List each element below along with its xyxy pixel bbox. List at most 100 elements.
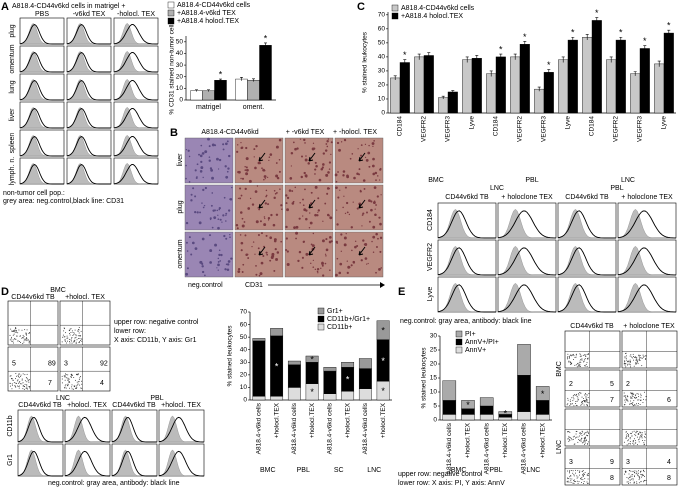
event-dot xyxy=(630,433,632,435)
event-dot xyxy=(15,372,17,374)
cell xyxy=(245,172,249,176)
event-dot xyxy=(629,364,631,366)
event-dot xyxy=(635,363,637,365)
event-dot xyxy=(581,396,583,398)
event-dot xyxy=(10,328,12,330)
event-dot xyxy=(583,400,585,402)
cell xyxy=(245,157,249,161)
event-dot xyxy=(13,342,15,344)
event-dot xyxy=(637,475,639,477)
y-tick-label: 10 xyxy=(430,389,438,396)
bar xyxy=(519,44,530,114)
antibody-line xyxy=(19,163,64,185)
event-dot xyxy=(569,470,571,472)
row-label: plug xyxy=(9,24,16,37)
error-bar xyxy=(489,70,493,77)
event-dot xyxy=(67,377,69,379)
event-dot xyxy=(583,404,585,406)
event-dot xyxy=(70,376,72,378)
cell xyxy=(285,248,288,251)
event-dot xyxy=(22,382,24,384)
x-tick-label: +holocl.TEX xyxy=(273,402,280,438)
error-bar xyxy=(523,41,527,48)
event-dot xyxy=(624,364,626,366)
cell xyxy=(196,211,199,214)
arrow xyxy=(358,199,366,209)
column-header: +holocl. TEX xyxy=(65,294,105,301)
cell xyxy=(311,244,315,248)
quadrant-value: 3 xyxy=(626,459,630,466)
cell xyxy=(188,155,191,158)
event-dot xyxy=(78,380,80,382)
event-dot xyxy=(628,473,630,475)
event-dot xyxy=(625,398,627,400)
antibody-line xyxy=(19,23,64,45)
row-label: omentum xyxy=(177,239,184,268)
cell xyxy=(222,214,225,217)
event-dot xyxy=(579,353,581,355)
cell xyxy=(226,140,229,143)
event-dot xyxy=(26,384,28,386)
event-dot xyxy=(628,482,630,484)
cell xyxy=(325,238,328,241)
footer: CD31 xyxy=(245,282,263,289)
event-dot xyxy=(19,381,21,383)
event-dot xyxy=(65,374,67,376)
panel-label: C xyxy=(357,1,365,13)
bar xyxy=(214,80,227,101)
error-bar xyxy=(571,36,575,43)
event-dot xyxy=(70,328,72,330)
event-dot xyxy=(587,443,589,445)
cell xyxy=(210,168,214,172)
event-dot xyxy=(14,385,16,387)
event-dot xyxy=(641,365,643,367)
x-tick-label: +holocl.TEX xyxy=(309,402,316,438)
event-dot xyxy=(75,385,77,387)
y-tick-label: 20 xyxy=(240,372,248,379)
cell xyxy=(354,245,357,249)
x-tick-label: A818.4-v6kd cells xyxy=(362,402,369,454)
event-dot xyxy=(567,438,569,440)
cell xyxy=(364,143,367,146)
cell xyxy=(280,204,283,207)
cell xyxy=(253,148,256,151)
quadrant-value: 7 xyxy=(48,380,52,387)
cell xyxy=(338,148,341,152)
event-dot xyxy=(23,385,25,387)
cell xyxy=(268,159,270,162)
event-dot xyxy=(68,378,70,380)
event-dot xyxy=(577,482,579,484)
cell xyxy=(263,223,267,227)
event-dot xyxy=(642,402,644,404)
event-dot xyxy=(580,477,582,479)
x-tick-label: +holocl.TEX xyxy=(344,402,351,438)
event-dot xyxy=(627,364,628,366)
event-dot xyxy=(629,475,631,477)
event-dot xyxy=(586,439,588,441)
arrow xyxy=(258,152,266,162)
cell xyxy=(314,213,317,217)
event-dot xyxy=(81,340,83,342)
legend-label: CD11b+/Gr1+ xyxy=(327,316,370,323)
event-dot xyxy=(637,393,639,395)
event-dot xyxy=(631,356,633,358)
event-dot xyxy=(569,439,571,441)
cell xyxy=(295,237,297,240)
cell xyxy=(317,209,321,212)
event-dot xyxy=(76,339,78,341)
event-dot xyxy=(569,476,571,478)
quadrant-value: 89 xyxy=(48,361,56,368)
event-dot xyxy=(13,382,15,384)
error-bar xyxy=(195,89,198,92)
event-dot xyxy=(633,430,635,432)
event-dot xyxy=(639,357,641,359)
event-dot xyxy=(12,341,14,343)
event-dot xyxy=(627,400,629,402)
cell xyxy=(273,238,277,242)
cell xyxy=(305,217,308,221)
cell xyxy=(225,212,228,215)
event-dot xyxy=(19,373,21,375)
event-dot xyxy=(629,432,631,434)
cell xyxy=(375,232,378,236)
event-dot xyxy=(28,386,30,388)
